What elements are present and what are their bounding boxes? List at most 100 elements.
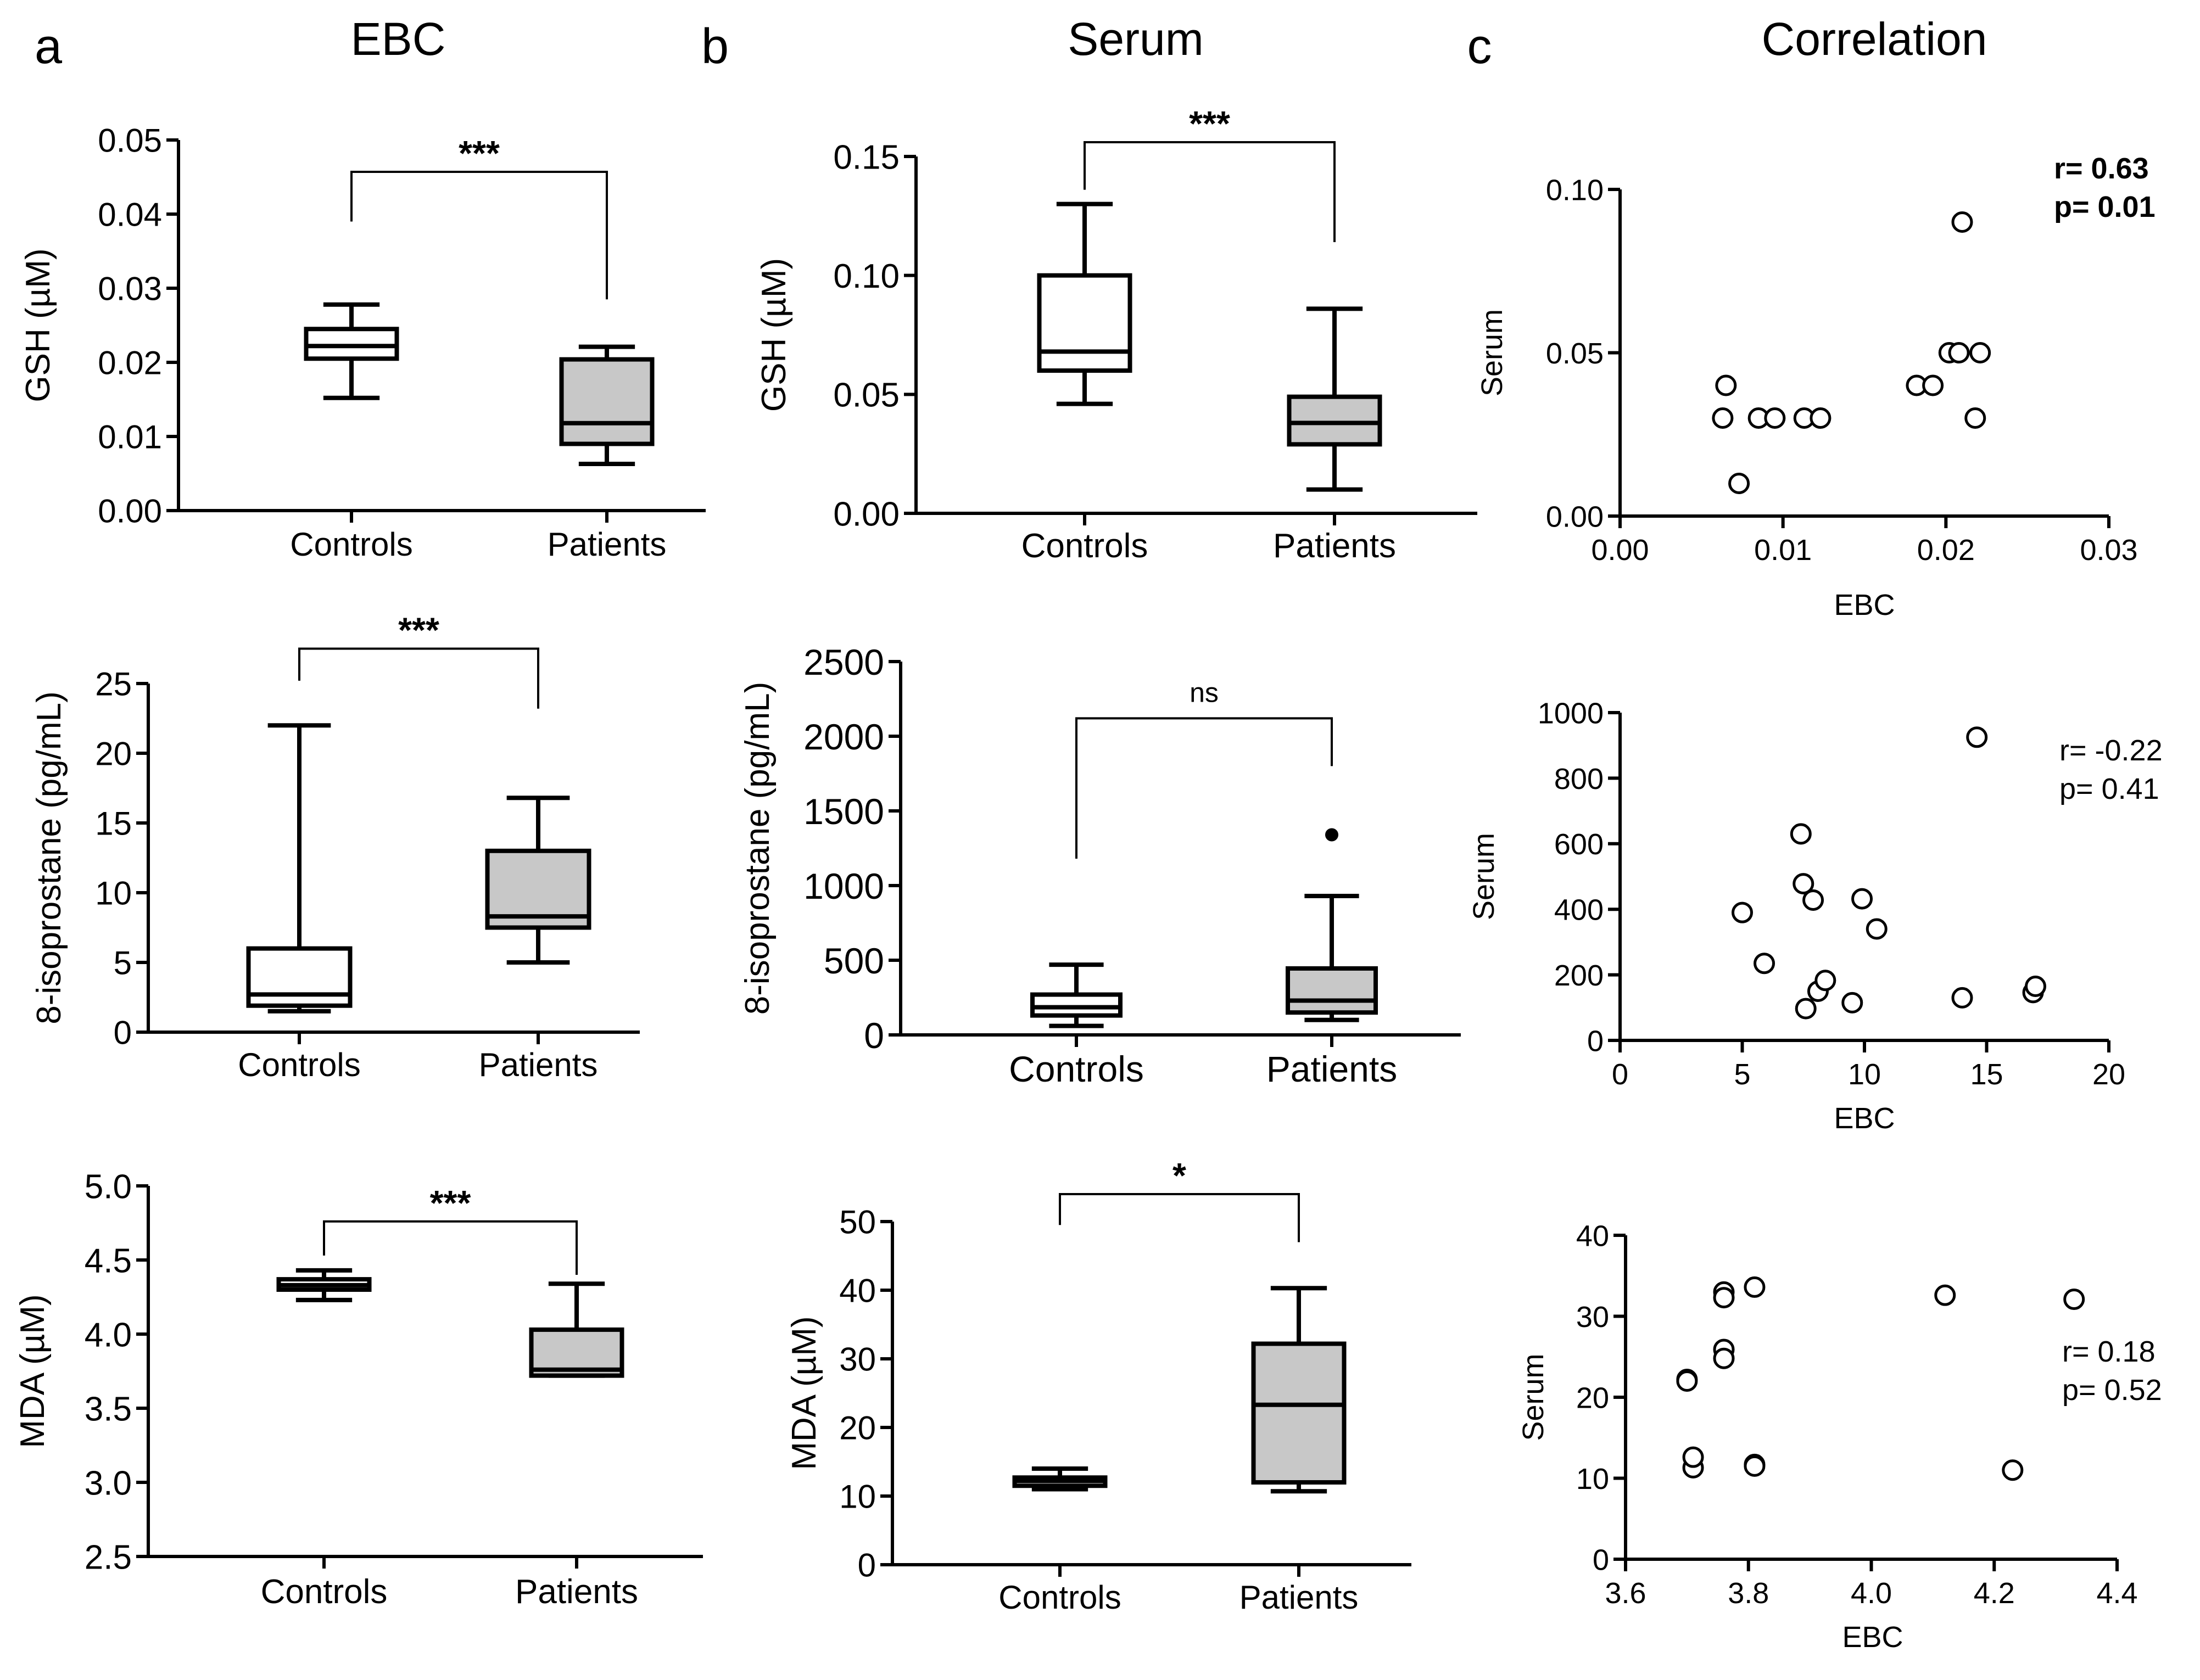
y-tick-label: 0.05 (833, 377, 900, 415)
y-tick-label: 4.0 (85, 1316, 132, 1354)
x-tick-label: 0.00 (1591, 534, 1649, 567)
significance-label: ns (1190, 677, 1219, 708)
box-patients (1287, 394, 1382, 447)
y-tick-label: 0.05 (98, 122, 162, 159)
x-tick-label: 3.8 (1728, 1577, 1769, 1610)
significance-label: *** (398, 611, 439, 650)
y-axis-label: 8-isoprostane (pg/mL) (30, 691, 68, 1024)
y-tick-label: 5 (114, 945, 132, 982)
y-tick-label: 20 (95, 736, 132, 772)
y-tick-label: 10 (1576, 1463, 1609, 1496)
panel-label-a: a (35, 19, 63, 74)
data-point (1795, 998, 1817, 1020)
data-point (1866, 918, 1888, 940)
x-tick-label-patients: Patients (515, 1573, 638, 1611)
x-tick-label-patients: Patients (1266, 1049, 1397, 1089)
significance-bracket (350, 171, 608, 300)
chart-ebc-mda: 2.5 3.0 3.5 4.0 4.5 5.0 MDA (µM) Controls Patien… (14, 1168, 703, 1611)
box-controls (304, 327, 399, 361)
y-axis-label: Serum (1476, 309, 1509, 396)
y-tick-label: 15 (95, 805, 132, 842)
y-tick-label: 1500 (803, 791, 884, 832)
data-point (1744, 1276, 1766, 1298)
y-tick-label: 400 (1554, 894, 1604, 927)
y-tick-label: 3.5 (85, 1390, 132, 1428)
y-axis-label: MDA (µM) (785, 1316, 823, 1470)
y-tick-label: 0 (858, 1547, 876, 1584)
x-tick-label-controls: Controls (1009, 1049, 1144, 1089)
y-tick-label: 0.03 (98, 271, 162, 307)
data-point (2063, 1289, 2085, 1311)
y-tick-label: 20 (839, 1410, 876, 1447)
x-tick-label-controls: Controls (290, 526, 412, 563)
y-axis-label: GSH (µM) (19, 248, 57, 402)
chart-serum-mda: 0 10 20 30 40 50 MDA (µM) Controls Patients * (785, 1156, 1411, 1616)
data-point (1764, 407, 1786, 429)
x-tick-label: 0 (1612, 1058, 1628, 1091)
significance-bracket (298, 647, 539, 709)
x-tick-label: 3.6 (1605, 1577, 1646, 1610)
y-tick-label: 2000 (803, 716, 884, 757)
y-tick-label: 2.5 (85, 1538, 132, 1576)
box-controls (1030, 992, 1123, 1018)
data-point (1682, 1446, 1704, 1468)
x-tick-label-patients: Patients (1273, 527, 1396, 565)
significance-bracket (1084, 141, 1336, 242)
box-controls (246, 946, 353, 1008)
box-controls (1037, 273, 1132, 373)
y-tick-label: 0 (1587, 1024, 1604, 1057)
correlation-r: r= 0.18 (2062, 1335, 2156, 1368)
significance-label: *** (1189, 104, 1230, 143)
chart-correlation-mda: 0 10 20 30 40 Serum 3.6 3.8 4.0 4.2 4.4 EBC r= 0.18 p… (1517, 1219, 2162, 1654)
x-tick-label: 20 (2092, 1058, 2125, 1091)
y-tick-label: 2500 (803, 642, 884, 682)
y-tick-label: 50 (839, 1204, 876, 1241)
data-point (1744, 1455, 1766, 1477)
x-tick-label: 10 (1848, 1058, 1881, 1091)
data-point (1964, 407, 1986, 429)
significance-bracket (1059, 1193, 1300, 1242)
y-tick-label: 0 (114, 1015, 132, 1051)
significance-label: * (1172, 1156, 1186, 1195)
y-tick-label: 4.5 (85, 1242, 132, 1280)
chart-correlation-8-isoprostane: 0 200 400 600 800 1000 Serum 0 5 10 15 20 EBC r= -0.2… (1467, 697, 2163, 1135)
data-point (1841, 992, 1863, 1013)
column-title-correlation: Correlation (1762, 13, 1987, 65)
y-tick-label: 3.0 (85, 1464, 132, 1502)
significance-label: *** (430, 1183, 471, 1223)
data-point (1951, 211, 1973, 233)
data-point (1676, 1370, 1698, 1392)
data-point (2002, 1459, 2024, 1481)
correlation-p: p= 0.52 (2062, 1374, 2162, 1407)
y-tick-label: 0.05 (1546, 337, 1604, 370)
y-tick-label: 30 (839, 1341, 876, 1378)
y-tick-label: 20 (1576, 1381, 1609, 1414)
x-tick-label-controls: Controls (261, 1573, 388, 1611)
y-tick-label: 1000 (1538, 697, 1604, 730)
y-tick-label: 10 (95, 875, 132, 912)
panel-label-b: b (701, 19, 729, 74)
chart-correlation-gsh: 0.00 0.05 0.10 Serum 0.00 0.01 0.02 0.03 EBC r= 0… (1476, 152, 2156, 621)
box-patients (559, 357, 655, 446)
y-tick-label: 600 (1554, 828, 1604, 861)
correlation-p: p= 0.41 (2059, 772, 2159, 805)
data-point (1814, 970, 1836, 992)
panel-label-c: c (1467, 19, 1492, 74)
x-axis-label: EBC (1834, 589, 1895, 621)
data-point (1715, 374, 1737, 396)
x-tick-label-patients: Patients (1239, 1579, 1359, 1616)
significance-bracket (1075, 717, 1333, 859)
y-tick-label: 1000 (803, 866, 884, 906)
correlation-r: r= 0.63 (2054, 152, 2149, 185)
y-tick-label: 0.10 (1546, 173, 1604, 206)
significance-bracket (323, 1220, 578, 1275)
chart-serum-8-isoprostane: 0 500 1000 1500 2000 2500 8-isoprostane (pg/mL… (739, 642, 1461, 1089)
y-tick-label: 0 (1593, 1543, 1609, 1576)
x-tick-label: 4.0 (1851, 1577, 1892, 1610)
x-tick-label: 4.4 (2096, 1577, 2137, 1610)
data-point (1802, 889, 1824, 911)
y-tick-label: 5.0 (85, 1168, 132, 1206)
x-tick-label-controls: Controls (238, 1046, 360, 1083)
y-tick-label: 0.15 (833, 138, 900, 176)
